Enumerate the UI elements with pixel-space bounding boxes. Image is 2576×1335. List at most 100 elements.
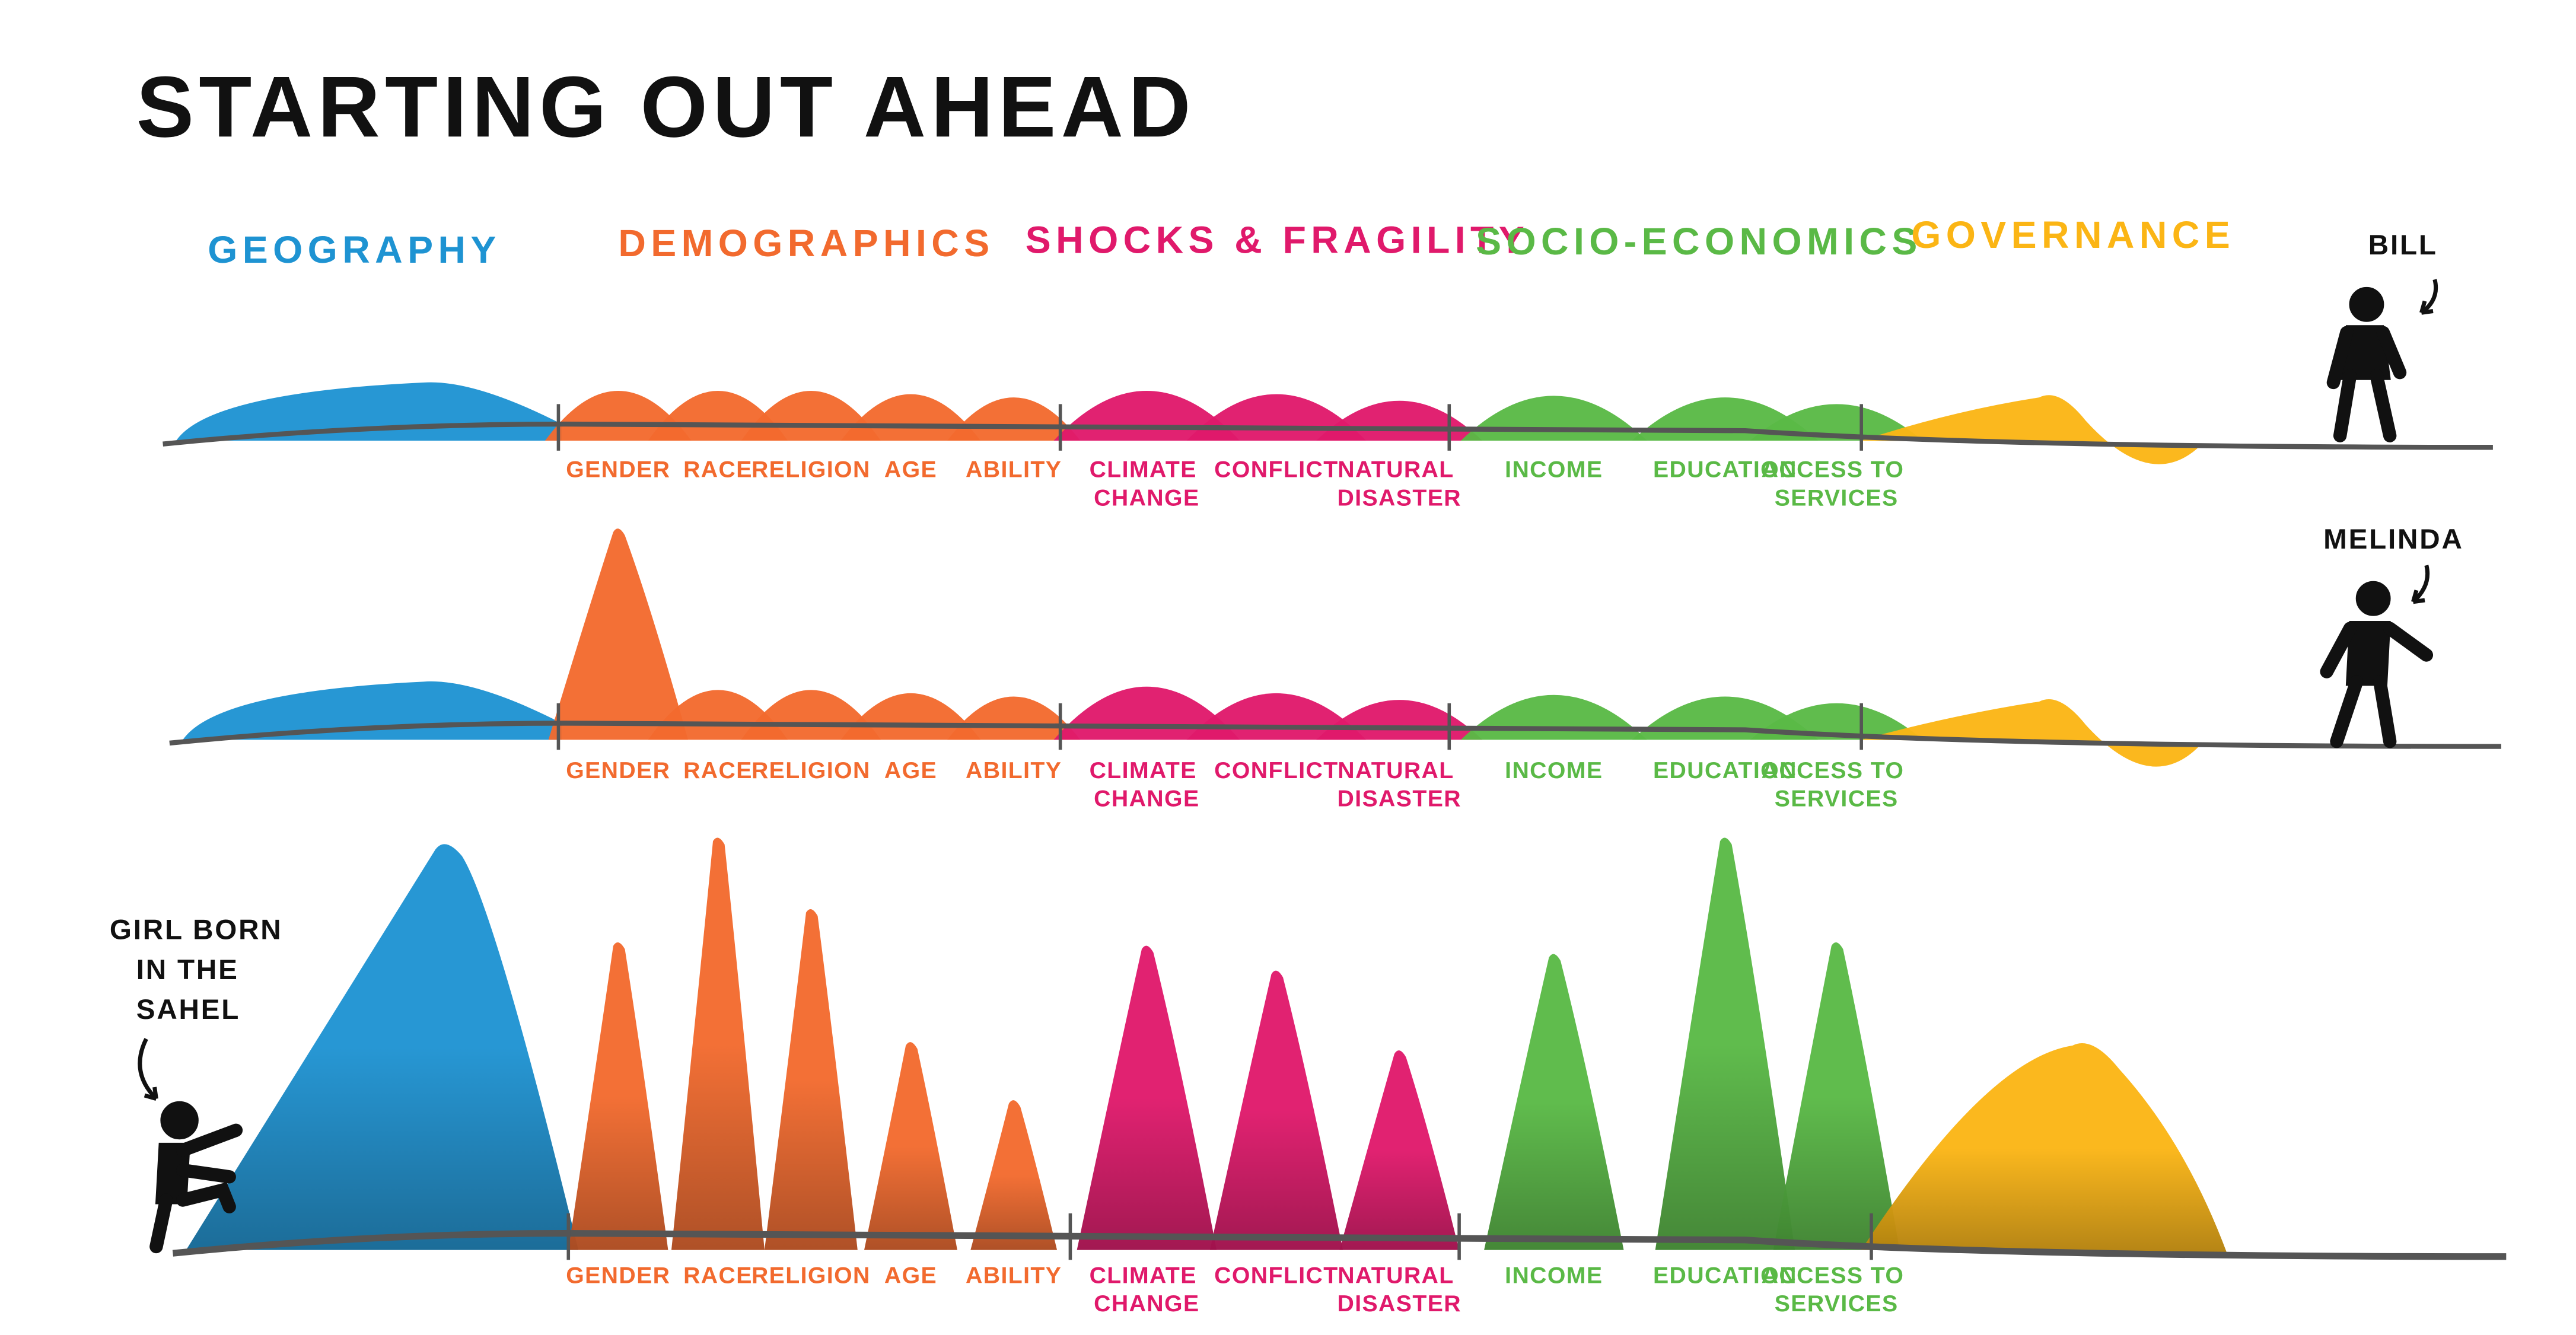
girl-label-line: SAHEL: [136, 994, 240, 1025]
factor-label: RELIGION: [752, 457, 871, 483]
factor-label-line: NATURAL: [1338, 1263, 1461, 1289]
factor-label-line: AGE: [884, 457, 937, 483]
factor-label: ABILITY: [966, 1263, 1062, 1289]
page-title: STARTING OUT AHEAD: [136, 58, 1196, 155]
baseline: [172, 1229, 2507, 1260]
factor-label-line: CHANGE: [1094, 785, 1199, 811]
factor-label-line: ACCESS TO: [1762, 757, 1912, 783]
category-governance: GOVERNANCE: [1911, 214, 2235, 256]
factor-label-line: INCOME: [1505, 1263, 1603, 1289]
factor-label-line: DISASTER: [1337, 1291, 1461, 1317]
barrier-peak-natural-disaster: [1316, 400, 1483, 441]
factor-label-line: RACE: [683, 457, 753, 483]
peak-shade: [864, 1042, 957, 1250]
category-headers: GEOGRAPHY DEMOGRAPHICS SHOCKS & FRAGILIT…: [208, 214, 2235, 271]
baseline: [169, 721, 2501, 749]
walking-person-icon: [2326, 286, 2407, 442]
factor-label: NATURAL DISASTER: [1337, 1263, 1461, 1317]
factor-label: RELIGION: [752, 757, 871, 783]
factor-label: ACCESS TO SERVICES: [1762, 757, 1912, 812]
bill-label: BILL: [2368, 230, 2438, 261]
factor-label-line: ABILITY: [966, 757, 1062, 783]
factor-label: EDUCATION: [1653, 757, 1797, 783]
peak-shade: [1655, 837, 1795, 1250]
barrier-peak-governance: [1861, 699, 2202, 767]
peak-shade: [1484, 954, 1624, 1250]
factor-label-line: SERVICES: [1775, 1291, 1899, 1317]
factor-label: GENDER: [566, 757, 670, 783]
factor-label: CONFLICT: [1214, 1263, 1338, 1289]
factor-label-line: INCOME: [1505, 457, 1603, 483]
factor-label: CLIMATE CHANGE: [1090, 757, 1204, 812]
factor-label-line: CLIMATE: [1090, 757, 1204, 783]
factor-label: RACE: [683, 757, 753, 783]
factor-label: ABILITY: [966, 757, 1062, 783]
factor-label-line: ABILITY: [966, 457, 1062, 483]
girl-label-line: IN THE: [136, 954, 249, 986]
barrier-peak-income: [1460, 694, 1647, 740]
factor-label-line: ACCESS TO: [1762, 457, 1912, 483]
factor-label-line: CONFLICT: [1214, 457, 1338, 483]
factor-label: INCOME: [1505, 757, 1603, 783]
factor-label-line: SERVICES: [1775, 485, 1899, 511]
factor-label-line: GENDER: [566, 457, 670, 483]
factor-label-line: INCOME: [1505, 757, 1603, 783]
factor-label: NATURAL DISASTER: [1337, 457, 1461, 511]
factor-label: AGE: [884, 757, 937, 783]
factor-label-line: NATURAL: [1338, 757, 1461, 783]
factor-label: CONFLICT: [1214, 457, 1338, 483]
peak-shade: [1773, 942, 1900, 1250]
factor-label-line: DISASTER: [1337, 785, 1461, 811]
baseline: [163, 421, 2493, 450]
peak-shade: [1077, 945, 1217, 1250]
peak-shade: [186, 844, 579, 1250]
category-shocks-fragility: SHOCKS & FRAGILITY: [1026, 218, 1529, 261]
factor-label: EDUCATION: [1653, 1263, 1797, 1289]
peak-shade: [671, 837, 765, 1250]
peak-shade: [1209, 970, 1343, 1250]
factor-label-line: CONFLICT: [1214, 1263, 1338, 1289]
barrier-peak-age: [840, 693, 981, 740]
factor-label-line: GENDER: [566, 757, 670, 783]
factor-label-line: DISASTER: [1337, 485, 1461, 511]
barrier-peak-natural-disaster: [1316, 700, 1483, 740]
factor-label-line: AGE: [884, 757, 937, 783]
factor-label: ACCESS TO SERVICES: [1762, 1263, 1912, 1317]
factor-label: INCOME: [1505, 1263, 1603, 1289]
barrier-peak-ability: [947, 397, 1081, 441]
factor-label-line: ACCESS TO: [1762, 1263, 1912, 1289]
peak-shade: [764, 909, 858, 1250]
category-socio-economics: SOCIO-ECONOMICS: [1476, 220, 1922, 263]
factor-label: ACCESS TO SERVICES: [1762, 457, 1912, 511]
factor-label: AGE: [884, 1263, 937, 1289]
peak-shade: [568, 942, 668, 1250]
arrow-icon: [138, 1038, 158, 1101]
factor-label: RACE: [683, 1263, 753, 1289]
barrier-peak-geography: [176, 382, 562, 441]
barrier-peak-ability: [947, 696, 1081, 740]
walking-person-icon: [2320, 581, 2434, 748]
barrier-peak-governance: [1861, 395, 2202, 464]
girl-label: GIRL BORN IN THE SAHEL: [110, 915, 292, 1025]
factor-label-line: RACE: [683, 1263, 753, 1289]
peak-shade: [1339, 1050, 1460, 1250]
peak-shade: [1861, 1043, 2227, 1254]
girl-label-line: GIRL BORN: [110, 915, 292, 946]
factor-label-line: AGE: [884, 1263, 937, 1289]
factor-label: RACE: [683, 457, 753, 483]
factor-label-line: CLIMATE: [1090, 457, 1204, 483]
factor-label-line: RELIGION: [752, 1263, 871, 1289]
barrier-peak-income: [1460, 396, 1647, 441]
arrow-icon: [2419, 279, 2438, 315]
factor-label: CONFLICT: [1214, 757, 1338, 783]
category-demographics: DEMOGRAPHICS: [618, 222, 994, 265]
factor-label: CLIMATE CHANGE: [1090, 1263, 1204, 1317]
factor-label-line: EDUCATION: [1653, 457, 1797, 483]
factor-label-line: RACE: [683, 757, 753, 783]
barrier-peak-age: [840, 394, 981, 441]
climbing-person-icon: [149, 1101, 243, 1254]
factor-label: AGE: [884, 457, 937, 483]
girl-figure: GIRL BORN IN THE SAHEL: [110, 915, 292, 1254]
